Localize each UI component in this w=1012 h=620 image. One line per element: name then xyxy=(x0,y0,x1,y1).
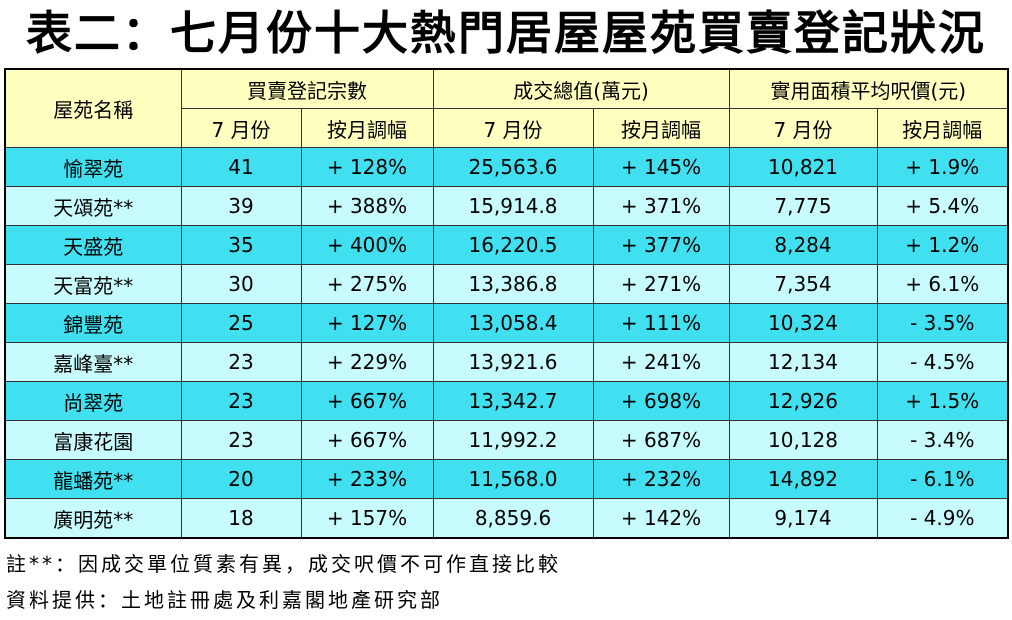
total-value-change-cell: + 687% xyxy=(592,420,730,460)
total-value-cell: 15,914.8 xyxy=(432,186,594,226)
table-row: 天富苑** 30 + 275% 13,386.8 + 271% 7,354 + 6.1% xyxy=(4,264,1009,304)
estate-name-cell: 天富苑** xyxy=(4,264,182,304)
total-value-change-cell: + 698% xyxy=(592,381,730,421)
total-value-change-cell: + 371% xyxy=(592,186,730,226)
total-value-cell: 13,386.8 xyxy=(432,264,594,304)
avg-price-cell: 8,284 xyxy=(728,225,878,265)
registrations-cell: 20 xyxy=(180,459,302,499)
registrations-cell: 41 xyxy=(180,147,302,187)
table-row: 嘉峰臺** 23 + 229% 13,921.6 + 241% 12,134- 4.5% xyxy=(4,342,1009,382)
total-value-cell: 13,342.7 xyxy=(432,381,594,421)
avg-price-change-cell: - 3.5% xyxy=(876,303,1009,343)
estate-name-cell: 富康花園 xyxy=(4,420,182,460)
avg-price-change-cell: + 1.9% xyxy=(876,147,1009,187)
header-estate-name: 屋苑名稱 xyxy=(4,68,182,148)
registrations-change-cell: + 233% xyxy=(300,459,434,499)
registrations-change-cell: + 667% xyxy=(300,381,434,421)
header-avg-price: 實用面積平均呎價(元) xyxy=(728,68,1009,109)
estate-name-cell: 天盛苑 xyxy=(4,225,182,265)
table-body: 愉翠苑 41 + 128% 25,563.6 + 145% 10,821 + 1.9% 天頌苑… xyxy=(4,147,1009,539)
avg-price-change-cell: + 5.4% xyxy=(876,186,1009,226)
table-row: 富康花園 23 + 667% 11,992.2 + 687% 10,128- 3.4% xyxy=(4,420,1009,460)
table-row: 廣明苑** 18 + 157% 8,859.6 + 142% 9,174- 4.9% xyxy=(4,498,1009,539)
avg-price-cell: 7,354 xyxy=(728,264,878,304)
total-value-cell: 8,859.6 xyxy=(432,498,594,539)
avg-price-change-cell: + 1.5% xyxy=(876,381,1009,421)
registrations-change-cell: + 157% xyxy=(300,498,434,539)
avg-price-change-cell: - 4.5% xyxy=(876,342,1009,382)
registrations-cell: 25 xyxy=(180,303,302,343)
total-value-change-cell: + 271% xyxy=(592,264,730,304)
total-value-change-cell: + 145% xyxy=(592,147,730,187)
avg-price-cell: 10,128 xyxy=(728,420,878,460)
subheader-mom-change: 按月調幅 xyxy=(592,108,730,148)
table-row: 天盛苑 35 + 400% 16,220.5 + 377% 8,284 + 1.2% xyxy=(4,225,1009,265)
registrations-cell: 18 xyxy=(180,498,302,539)
registrations-change-cell: + 388% xyxy=(300,186,434,226)
avg-price-cell: 9,174 xyxy=(728,498,878,539)
avg-price-change-cell: - 3.4% xyxy=(876,420,1009,460)
registrations-change-cell: + 127% xyxy=(300,303,434,343)
total-value-cell: 25,563.6 xyxy=(432,147,594,187)
subheader-month: 7 月份 xyxy=(432,108,594,148)
registrations-cell: 35 xyxy=(180,225,302,265)
avg-price-change-cell: - 4.9% xyxy=(876,498,1009,539)
registrations-cell: 23 xyxy=(180,342,302,382)
estate-name-cell: 廣明苑** xyxy=(4,498,182,539)
total-value-change-cell: + 241% xyxy=(592,342,730,382)
registrations-change-cell: + 229% xyxy=(300,342,434,382)
avg-price-cell: 12,134 xyxy=(728,342,878,382)
total-value-cell: 13,058.4 xyxy=(432,303,594,343)
total-value-cell: 13,921.6 xyxy=(432,342,594,382)
estate-name-cell: 天頌苑** xyxy=(4,186,182,226)
subheader-month: 7 月份 xyxy=(728,108,878,148)
total-value-change-cell: + 232% xyxy=(592,459,730,499)
header-registration-count: 買賣登記宗數 xyxy=(180,68,434,109)
registrations-change-cell: + 275% xyxy=(300,264,434,304)
total-value-cell: 11,568.0 xyxy=(432,459,594,499)
subheader-mom-change: 按月調幅 xyxy=(876,108,1009,148)
registrations-change-cell: + 400% xyxy=(300,225,434,265)
registrations-cell: 23 xyxy=(180,381,302,421)
total-value-cell: 16,220.5 xyxy=(432,225,594,265)
registrations-cell: 39 xyxy=(180,186,302,226)
avg-price-cell: 14,892 xyxy=(728,459,878,499)
source-note: 資料提供：土地註冊處及利嘉閣地產研究部 xyxy=(6,588,443,612)
subheader-month: 7 月份 xyxy=(180,108,302,148)
avg-price-cell: 7,775 xyxy=(728,186,878,226)
avg-price-change-cell: + 6.1% xyxy=(876,264,1009,304)
table-title: 表二：七月份十大熱門居屋屋苑買賣登記狀況 xyxy=(26,6,986,60)
registrations-change-cell: + 667% xyxy=(300,420,434,460)
table-row: 龍蟠苑** 20 + 233% 11,568.0 + 232% 14,892- 6.1% xyxy=(4,459,1009,499)
subheader-mom-change: 按月調幅 xyxy=(300,108,434,148)
registrations-change-cell: + 128% xyxy=(300,147,434,187)
header-row-groups: 屋苑名稱 買賣登記宗數 成交總值(萬元) 實用面積平均呎價(元) xyxy=(4,68,1009,148)
estate-name-cell: 嘉峰臺** xyxy=(4,342,182,382)
registration-table: 屋苑名稱 買賣登記宗數 成交總值(萬元) 實用面積平均呎價(元) 7 月份 按月… xyxy=(4,68,1010,539)
registrations-cell: 23 xyxy=(180,420,302,460)
avg-price-change-cell: + 1.2% xyxy=(876,225,1009,265)
avg-price-cell: 12,926 xyxy=(728,381,878,421)
table-row: 錦豐苑 25 + 127% 13,058.4 + 111% 10,324- 3.5% xyxy=(4,303,1009,343)
total-value-cell: 11,992.2 xyxy=(432,420,594,460)
avg-price-cell: 10,821 xyxy=(728,147,878,187)
estate-name-cell: 錦豐苑 xyxy=(4,303,182,343)
table-row: 愉翠苑 41 + 128% 25,563.6 + 145% 10,821 + 1.9% xyxy=(4,147,1009,187)
header-total-value: 成交總值(萬元) xyxy=(432,68,730,109)
total-value-change-cell: + 142% xyxy=(592,498,730,539)
registrations-cell: 30 xyxy=(180,264,302,304)
avg-price-change-cell: - 6.1% xyxy=(876,459,1009,499)
table-row: 天頌苑** 39 + 388% 15,914.8 + 371% 7,775 + 5.4% xyxy=(4,186,1009,226)
avg-price-cell: 10,324 xyxy=(728,303,878,343)
estate-name-cell: 龍蟠苑** xyxy=(4,459,182,499)
total-value-change-cell: + 111% xyxy=(592,303,730,343)
header-row-subcolumns: 7 月份 按月調幅 7 月份 按月調幅 7 月份 按月調幅 xyxy=(5,108,1009,148)
total-value-change-cell: + 377% xyxy=(592,225,730,265)
footnote: 註**：因成交單位質素有異，成交呎價不可作直接比較 xyxy=(6,552,561,576)
estate-name-cell: 尚翠苑 xyxy=(4,381,182,421)
table-row: 尚翠苑 23 + 667% 13,342.7 + 698% 12,926 + 1.5% xyxy=(4,381,1009,421)
estate-name-cell: 愉翠苑 xyxy=(4,147,182,187)
